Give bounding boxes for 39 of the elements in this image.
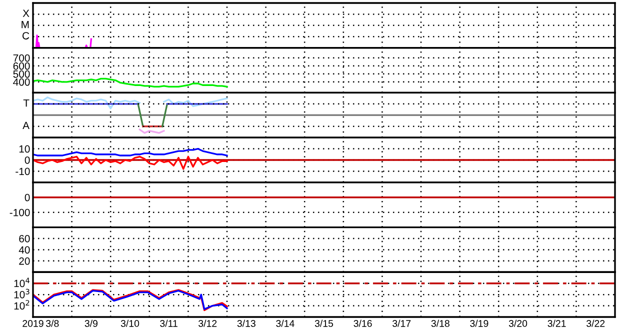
line-series [33, 148, 228, 156]
y-tick-label: 10 [19, 145, 30, 153]
x-tick-label: 3/14 [276, 320, 294, 327]
y-tick-label: 700 [13, 54, 30, 62]
x-tick-label: 3/18 [431, 320, 450, 327]
y-tick-label: 400 [13, 78, 30, 86]
y-tick-label: 20 [19, 257, 30, 265]
x-tick-label: 3/22 [586, 320, 605, 327]
line-series [33, 78, 228, 88]
x-tick-label: 3/15 [314, 320, 334, 327]
x-tick-label: 2019 [22, 320, 44, 327]
y-tick-label: 10$^{4}$ [14, 278, 30, 288]
y-tick-label: 10$^{3}$ [14, 288, 30, 298]
y-tick-label: 0 [24, 194, 30, 202]
text: M [22, 20, 29, 28]
x-tick-label: 3/9 [84, 320, 98, 327]
line-series [33, 156, 228, 170]
text: C [22, 32, 30, 40]
y-tick-label: 60 [19, 235, 30, 242]
x-tick-label: 3/11 [160, 320, 178, 327]
x-tick-label: 3/19 [470, 320, 488, 327]
y-tick-label: 600 [13, 62, 30, 70]
y-tick-label: -100 [10, 208, 30, 216]
y-tick-label: 500 [13, 70, 30, 78]
text: X [22, 10, 30, 17]
y-tick-label: 40 [18, 246, 30, 254]
y-tick-label: 0 [24, 156, 30, 164]
y-tick-label: 10$^{2}$ [14, 300, 30, 310]
x-tick-label: 3/20 [508, 320, 528, 327]
x-tick-label: 3/17 [392, 320, 411, 327]
x-tick-label: 3/8 [46, 320, 59, 327]
x-tick-label: 3/12 [198, 320, 217, 327]
text: T [23, 99, 30, 107]
x-tick-label: 3/21 [548, 320, 566, 327]
x-tick-label: 3/10 [120, 320, 140, 327]
x-tick-label: 3/13 [237, 320, 256, 327]
y-tick-label: -10 [16, 168, 30, 176]
text: A [22, 122, 30, 130]
x-tick-label: 3/16 [354, 320, 372, 327]
